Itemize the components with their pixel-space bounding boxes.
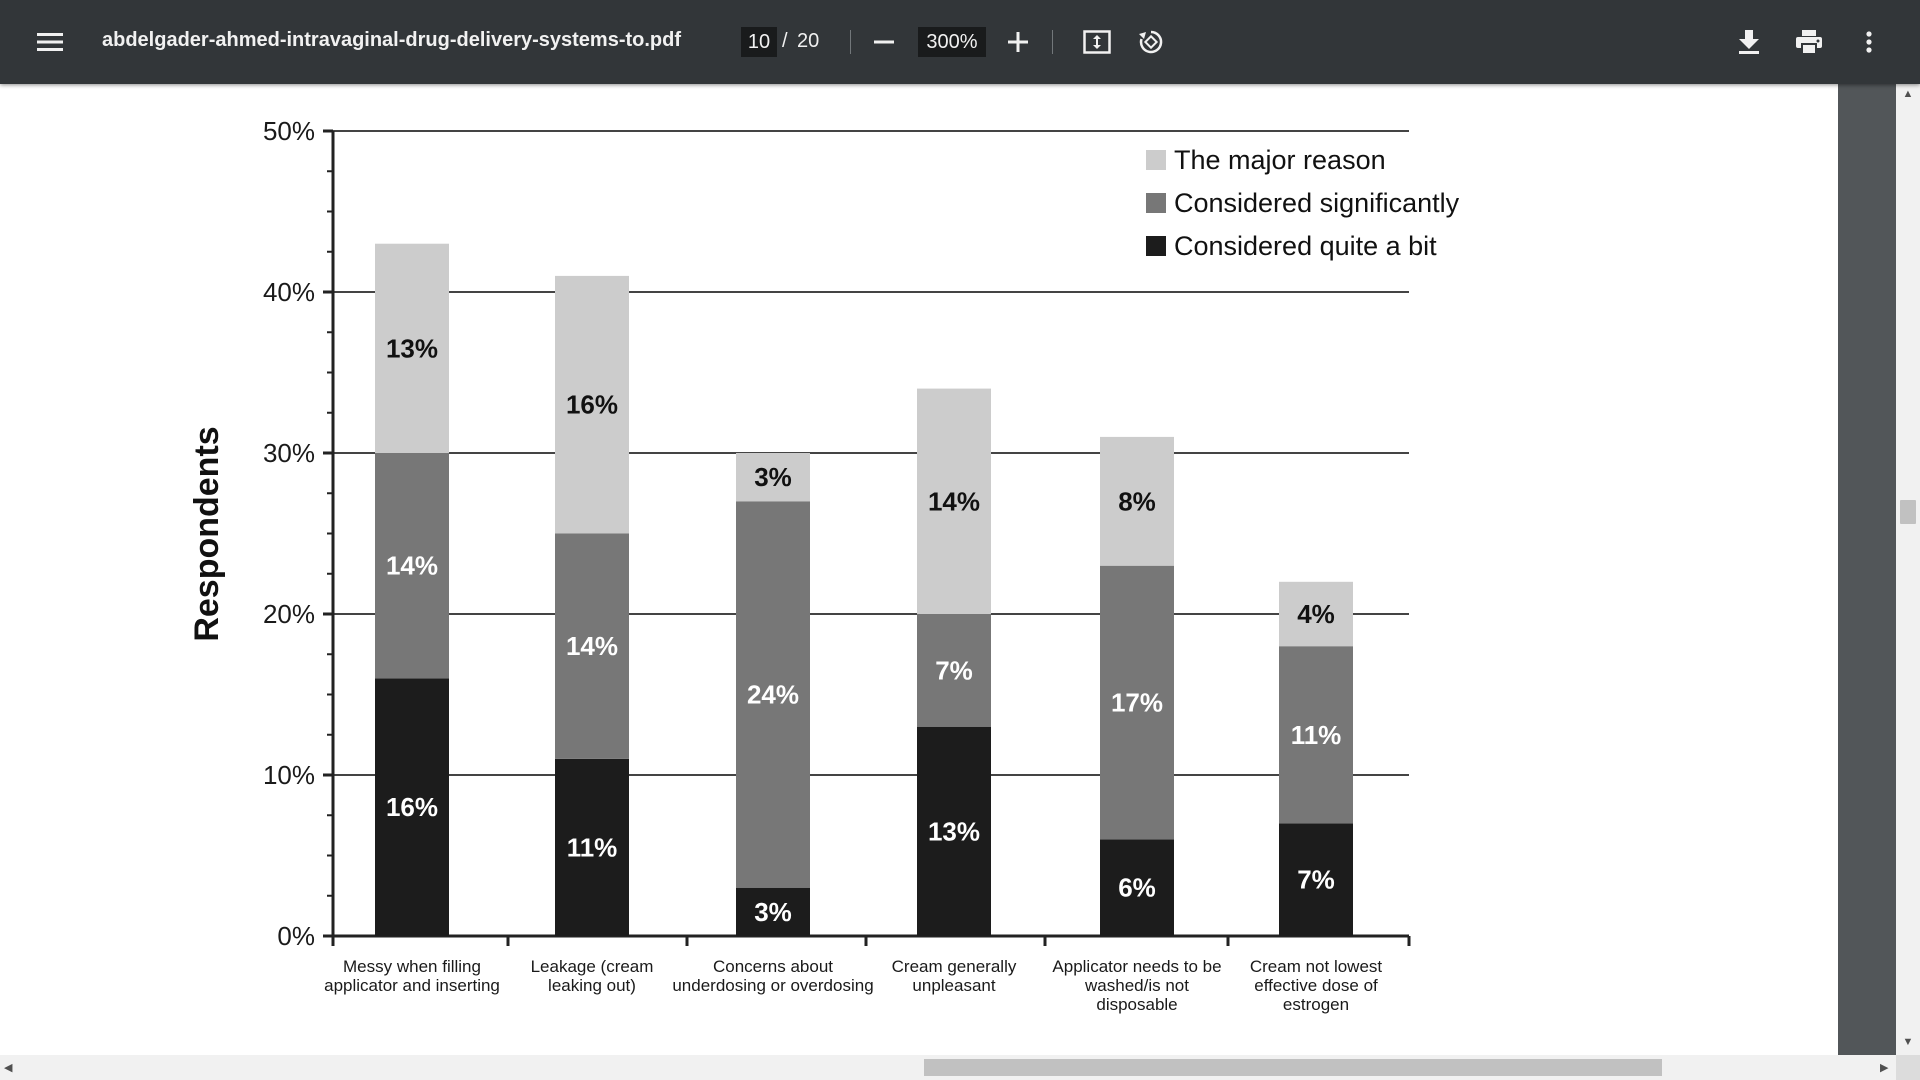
x-category-label: unpleasant [912, 976, 995, 995]
total-pages: 20 [797, 30, 820, 52]
data-label: 7% [1297, 865, 1335, 895]
bar-segment [1100, 436, 1174, 566]
y-tick-label: 20% [263, 599, 315, 629]
bar-segment [375, 243, 449, 453]
pdf-toolbar: abdelgader-ahmed-intravaginal-drug-deliv… [0, 0, 1920, 84]
data-label: 16% [566, 390, 618, 420]
y-axis-label: Respondents [188, 426, 226, 641]
download-icon[interactable] [1729, 22, 1769, 62]
bar-segment [736, 501, 810, 888]
bar-segment [555, 758, 629, 936]
bar-segment [555, 275, 629, 534]
y-tick-label: 30% [263, 438, 315, 468]
scroll-right-icon[interactable]: ▶ [1880, 1062, 1889, 1074]
print-icon[interactable] [1789, 22, 1829, 62]
y-tick-label: 10% [263, 760, 315, 790]
bar-segment [917, 614, 991, 727]
toolbar-divider [1052, 30, 1053, 54]
data-label: 14% [928, 486, 980, 516]
data-label: 13% [386, 333, 438, 363]
chart-axes: 0% 10% 20% 30% 40% 50% [263, 116, 1411, 951]
data-label: 17% [1111, 688, 1163, 718]
x-category-label: Concerns about [713, 957, 833, 976]
bar-segment [1100, 839, 1174, 936]
scroll-down-icon[interactable]: ▼ [1902, 1036, 1914, 1048]
data-label: 11% [567, 832, 618, 862]
vertical-scroll-thumb[interactable] [1900, 500, 1916, 524]
chart-gridlines [333, 130, 1409, 776]
legend-entry: The major reason [1174, 145, 1386, 175]
minus-icon[interactable] [864, 22, 904, 62]
page-gutter [1838, 84, 1896, 1055]
y-tick-label: 0% [277, 921, 315, 951]
x-category-label: washed/is not [1084, 976, 1189, 995]
bar-segment [375, 453, 449, 679]
data-label: 6% [1118, 873, 1156, 903]
toolbar-divider [850, 30, 851, 54]
rotate-icon[interactable] [1131, 22, 1171, 62]
chart-bars [375, 243, 1353, 936]
x-category-label: estrogen [1283, 995, 1349, 1014]
data-label: 24% [747, 680, 799, 710]
bar-segment [917, 726, 991, 936]
scroll-up-icon[interactable]: ▲ [1902, 88, 1914, 100]
bar-segment [917, 388, 991, 614]
fit-page-icon[interactable] [1077, 22, 1117, 62]
data-label: 11% [1291, 720, 1342, 750]
x-category-label: Applicator needs to be [1052, 957, 1221, 976]
data-label: 4% [1297, 599, 1335, 629]
x-category-label: leaking out) [548, 976, 636, 995]
x-category-label: Messy when filling [343, 957, 481, 976]
bar-segment [1100, 565, 1174, 840]
data-label: 13% [928, 816, 980, 846]
x-category-label: Cream not lowest [1250, 957, 1383, 976]
pdf-page-viewport[interactable]: 0% 10% 20% 30% 40% 50% 16% 14% 13% Messy when fi… [0, 84, 1838, 1055]
horizontal-scrollbar[interactable]: ◀ ▶ [0, 1055, 1896, 1080]
bar-segment [1279, 646, 1353, 824]
zoom-level-input[interactable] [918, 27, 986, 57]
data-label: 3% [754, 462, 792, 492]
vertical-scrollbar[interactable]: ▲ ▼ [1896, 84, 1920, 1055]
data-label: 14% [386, 551, 438, 581]
document-title: abdelgader-ahmed-intravaginal-drug-deliv… [102, 29, 682, 51]
bar-segment [736, 887, 810, 936]
page-number-input[interactable] [741, 27, 777, 57]
bar-segment [736, 453, 810, 502]
chart-legend: The major reason Considered significantly… [1146, 145, 1460, 261]
scrollbar-corner [1896, 1055, 1920, 1080]
legend-entry: Considered significantly [1174, 188, 1460, 218]
bar-segment [1279, 581, 1353, 647]
data-label: 14% [566, 631, 618, 661]
data-label: 16% [386, 792, 438, 822]
scroll-left-icon[interactable]: ◀ [4, 1062, 13, 1074]
legend-entry: Considered quite a bit [1174, 231, 1437, 261]
x-category-label: disposable [1096, 995, 1177, 1014]
horizontal-scroll-thumb[interactable] [924, 1059, 1662, 1076]
page-separator: / [782, 30, 788, 52]
legend-swatch [1146, 150, 1166, 170]
legend-swatch [1146, 236, 1166, 256]
data-label: 3% [754, 897, 792, 927]
data-label: 8% [1118, 486, 1156, 516]
y-tick-label: 50% [263, 116, 315, 146]
bar-segment [375, 678, 449, 936]
x-category-label: Cream generally [892, 957, 1017, 976]
legend-swatch [1146, 193, 1166, 213]
bar-segment [1279, 823, 1353, 936]
bar-segment [555, 533, 629, 759]
more-vert-icon[interactable] [1849, 22, 1889, 62]
x-category-label: applicator and inserting [324, 976, 500, 995]
x-category-label: underdosing or overdosing [672, 976, 873, 995]
plus-icon[interactable] [998, 22, 1038, 62]
x-category-label: effective dose of [1254, 976, 1378, 995]
x-category-label: Leakage (cream [531, 957, 654, 976]
y-tick-label: 40% [263, 277, 315, 307]
stacked-bar-chart: 0% 10% 20% 30% 40% 50% 16% 14% 13% Messy when fi… [188, 116, 1460, 1014]
menu-icon[interactable] [30, 22, 70, 62]
data-label: 7% [935, 655, 973, 685]
